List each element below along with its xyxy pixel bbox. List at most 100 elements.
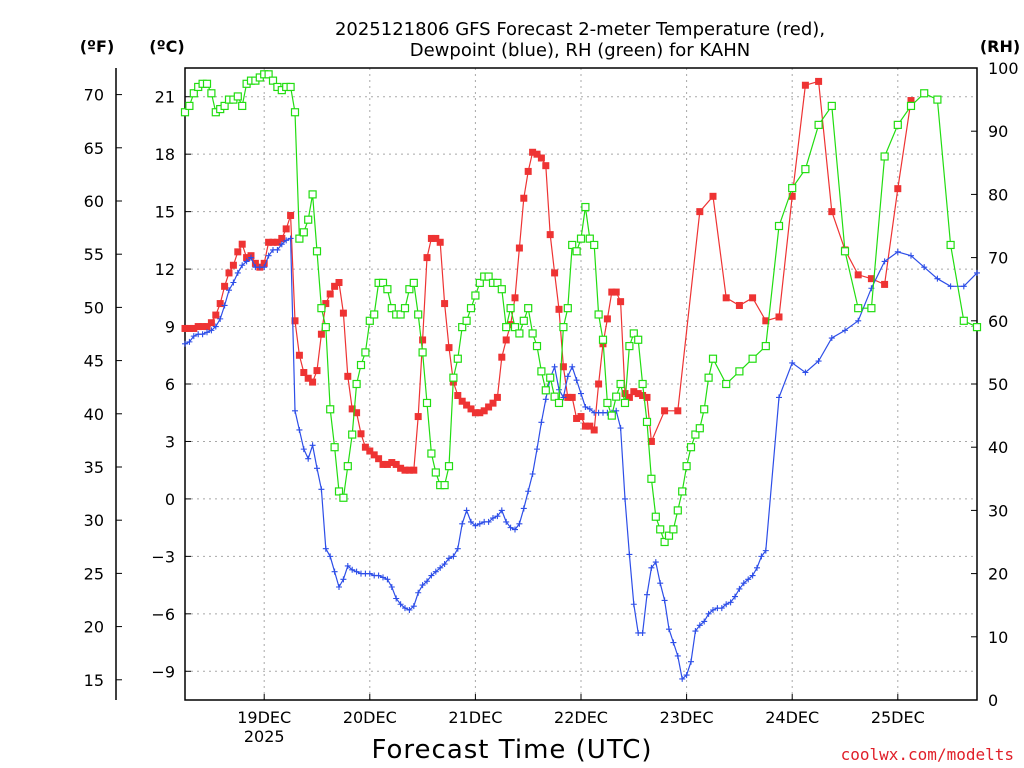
rh-point bbox=[682, 462, 691, 471]
dewpoint-point bbox=[828, 335, 835, 342]
dewpoint-point bbox=[630, 601, 637, 608]
2-meter-temperature-point bbox=[304, 374, 312, 382]
2-meter-temperature-point bbox=[815, 77, 823, 85]
2-meter-temperature-point bbox=[489, 399, 497, 407]
rh-point bbox=[933, 95, 942, 104]
rh-tick-label: 50 bbox=[988, 375, 1008, 394]
dewpoint-point bbox=[670, 639, 677, 646]
2-meter-temperature-point bbox=[221, 282, 229, 290]
rh-point bbox=[541, 386, 550, 395]
dewpoint-point bbox=[494, 513, 501, 520]
dewpoint-point bbox=[789, 359, 796, 366]
rh-tick-label: 30 bbox=[988, 501, 1008, 520]
dewpoint-point bbox=[657, 580, 664, 587]
rh-point bbox=[334, 487, 344, 496]
series-layer bbox=[180, 70, 982, 682]
rh-point bbox=[506, 304, 515, 313]
2-meter-temperature-point bbox=[493, 393, 501, 401]
dewpoint-point bbox=[802, 369, 809, 376]
rh-point bbox=[906, 101, 916, 111]
rh-point bbox=[722, 379, 731, 389]
rh-point bbox=[202, 79, 212, 88]
2-meter-temperature-point bbox=[463, 401, 471, 409]
dewpoint-point bbox=[564, 373, 571, 380]
2-meter-temperature-point bbox=[458, 397, 466, 405]
dewpoint-point bbox=[472, 522, 479, 529]
dewpoint-point bbox=[388, 584, 395, 591]
rh-point bbox=[312, 247, 322, 256]
rh-point bbox=[422, 398, 432, 408]
gridlines bbox=[185, 68, 977, 700]
2-meter-temperature-point bbox=[282, 225, 290, 233]
fahrenheit-tick-label: 50 bbox=[84, 298, 104, 317]
dewpoint-point bbox=[740, 580, 747, 587]
fahrenheit-tick-label: 65 bbox=[84, 139, 104, 158]
dewpoint-point bbox=[842, 327, 848, 334]
2-meter-temperature-point bbox=[251, 259, 259, 267]
dewpoint-point bbox=[718, 605, 725, 612]
2-meter-temperature-point bbox=[397, 464, 405, 472]
dewpoint-point bbox=[463, 507, 470, 514]
dewpoint-point bbox=[960, 283, 967, 290]
dewpoint-point bbox=[454, 545, 461, 552]
dewpoint-point bbox=[432, 568, 439, 575]
rh-point bbox=[519, 316, 528, 325]
rh-point bbox=[669, 525, 678, 534]
dewpoint-point bbox=[375, 572, 382, 579]
x-tick-sublabel: 2025 bbox=[244, 727, 285, 746]
dewpoint-point bbox=[446, 555, 452, 562]
rh-point bbox=[290, 108, 300, 117]
2-meter-temperature-point bbox=[788, 192, 796, 200]
fahrenheit-tick-label: 70 bbox=[84, 86, 104, 105]
dewpoint-point bbox=[538, 419, 545, 426]
rh-point bbox=[708, 354, 718, 363]
dewpoint-point bbox=[204, 329, 210, 336]
rh-tick-label: 40 bbox=[988, 438, 1008, 457]
dewpoint-point bbox=[749, 572, 756, 579]
2-meter-temperature-point bbox=[661, 407, 669, 415]
dewpoint-point bbox=[318, 486, 325, 493]
dewpoint-point bbox=[534, 446, 540, 453]
fahrenheit-axis-label: (ºF) bbox=[80, 37, 115, 56]
2-meter-temperature-point bbox=[630, 388, 638, 396]
rh-point bbox=[867, 304, 876, 313]
2-meter-temperature-point bbox=[370, 451, 378, 459]
2-meter-temperature-point bbox=[313, 367, 321, 375]
2-meter-temperature-line bbox=[185, 80, 912, 471]
rh-point bbox=[920, 89, 929, 98]
dewpoint-point bbox=[745, 576, 752, 583]
dewpoint-point bbox=[309, 442, 316, 449]
dewpoint-point bbox=[736, 585, 743, 592]
rh-point bbox=[405, 285, 414, 294]
2-meter-temperature-point bbox=[309, 378, 317, 386]
rh-point bbox=[678, 487, 687, 496]
rh-tick-label: 100 bbox=[988, 59, 1019, 78]
rh-point bbox=[642, 417, 652, 427]
rh-point bbox=[546, 373, 555, 382]
rh-point bbox=[651, 512, 660, 521]
x-tick-label: 20DEC bbox=[343, 708, 397, 727]
2-meter-temperature-point bbox=[498, 353, 506, 361]
rh-point bbox=[550, 392, 559, 401]
rh-point bbox=[409, 278, 418, 287]
2-meter-temperature-point bbox=[295, 351, 303, 359]
rh-tick-label: 90 bbox=[988, 122, 1008, 141]
dewpoint-point bbox=[384, 576, 391, 583]
rh-tick-label: 70 bbox=[988, 249, 1008, 268]
rh-tick-label: 10 bbox=[988, 628, 1008, 647]
rh-point bbox=[400, 304, 410, 313]
2-meter-temperature-point bbox=[185, 324, 193, 332]
rh-point bbox=[515, 329, 524, 338]
dewpoint-point bbox=[705, 610, 712, 617]
fahrenheit-tick-label: 30 bbox=[84, 511, 104, 530]
dewpoint-point bbox=[226, 287, 232, 294]
dewpoint-point bbox=[934, 275, 941, 282]
2-meter-temperature-point bbox=[617, 298, 625, 306]
dewpoint-point bbox=[683, 672, 690, 679]
dewpoint-point bbox=[402, 605, 408, 612]
rh-point bbox=[854, 304, 863, 313]
dewpoint-point bbox=[410, 603, 417, 610]
rh-point bbox=[656, 525, 665, 534]
dewpoint-point bbox=[560, 394, 567, 401]
2-meter-temperature-point bbox=[414, 413, 422, 421]
